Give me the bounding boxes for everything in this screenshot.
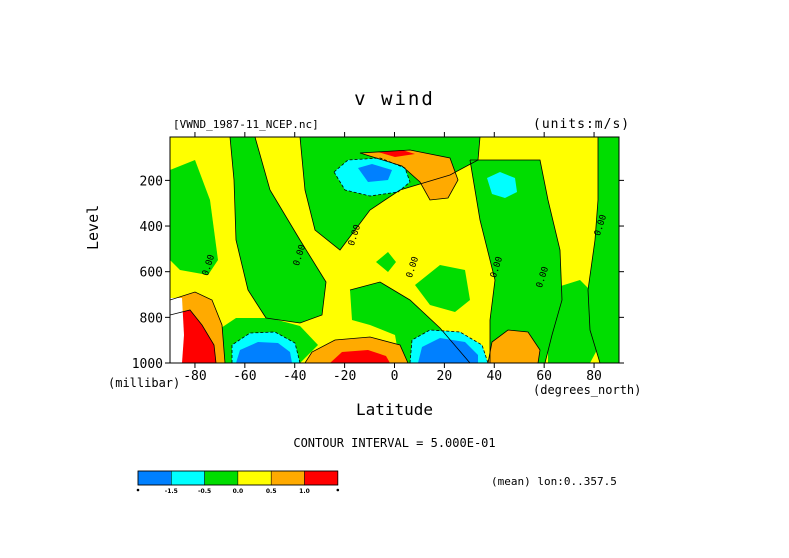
colorbar-end-marker (136, 488, 140, 492)
colorbar-end-marker (336, 488, 340, 492)
y-tick-label: 400 (140, 220, 163, 235)
contour-line-14 (487, 329, 541, 363)
y-tick-label: 1000 (132, 357, 163, 372)
green-region-far-south (170, 160, 218, 275)
contour-line-3 (469, 159, 496, 363)
x-tick-label: 60 (536, 369, 552, 384)
contour-line-4 (587, 137, 601, 363)
orange-region-lower-north (488, 330, 540, 363)
mean-longitude-label: (mean) lon:0..357.5 (491, 475, 617, 488)
x-tick-label: 20 (437, 369, 453, 384)
axis-ticks: -80 -60 -40 -20 0 20 40 60 80 200 400 600 800 1000 (132, 132, 624, 384)
colorbar-swatch (237, 470, 272, 486)
colorbar-swatch (304, 470, 339, 486)
contour-fill-field: 0.00 0.000.000.00 0.00 0.000.00 (170, 137, 619, 363)
x-tick-label: -40 (283, 369, 306, 384)
contour-line-6 (349, 281, 471, 363)
contour-line-9 (231, 331, 301, 363)
contour-interval-label: CONTOUR INTERVAL = 5.000E-01 (293, 436, 496, 450)
green-region-small-1 (376, 252, 396, 272)
y-axis-units: (millibar) (108, 376, 181, 390)
colorbar-swatch (270, 470, 305, 486)
blue-region-lower-north (418, 338, 478, 363)
white-region-missing-data (170, 298, 184, 363)
colorbar-frame (137, 470, 339, 486)
colorbar-swatch (137, 470, 172, 486)
colorbar-label: 1.0 (299, 488, 310, 495)
contour-line-13 (304, 336, 409, 363)
colorbar-label: -0.5 (198, 488, 211, 495)
contour-line-8 (170, 309, 217, 363)
cyan-region-upper-north (487, 172, 517, 198)
x-tick-label: -60 (233, 369, 256, 384)
contour-line-2 (470, 159, 563, 363)
contour-line-7 (170, 291, 226, 363)
contour-line-12 (359, 149, 459, 201)
x-axis-label: Latitude (355, 400, 434, 419)
contour-line-10 (409, 329, 489, 363)
source-file-label: [VWND_1987-11_NCEP.nc] (173, 118, 319, 131)
chart-title: v wind (354, 88, 435, 110)
x-axis-units: (degrees_north) (533, 383, 642, 397)
orange-region-upper (360, 150, 458, 200)
colorbar: -1.5 -0.5 0.0 0.5 1.0 (136, 470, 340, 495)
green-region-far-north (588, 137, 619, 363)
red-region-lower-central (330, 350, 390, 363)
contour-line-5 (299, 137, 481, 251)
units-label: (units:m/s) (533, 117, 631, 132)
colorbar-label: -1.5 (165, 488, 178, 495)
green-region-south (170, 137, 326, 323)
y-tick-label: 600 (140, 266, 163, 281)
colorbar-swatch (204, 470, 239, 486)
x-tick-label: 80 (586, 369, 602, 384)
green-region-central-column (415, 265, 470, 312)
contour-lines (170, 137, 601, 363)
colorbar-label: 0.5 (266, 488, 277, 495)
blue-region-lower-south (236, 342, 292, 363)
x-tick-label: -20 (333, 369, 356, 384)
x-tick-label: 40 (486, 369, 502, 384)
blue-region-upper-south (358, 164, 392, 182)
contour-line-11 (333, 157, 411, 197)
colorbar-swatch (171, 470, 205, 486)
y-tick-label: 200 (140, 174, 163, 189)
colorbar-label: 0.0 (233, 488, 244, 495)
y-tick-label: 800 (140, 311, 163, 326)
contour-line-1 (229, 137, 327, 324)
green-region-north (470, 160, 562, 363)
x-tick-label: -80 (183, 369, 206, 384)
x-tick-label: 0 (391, 369, 399, 384)
